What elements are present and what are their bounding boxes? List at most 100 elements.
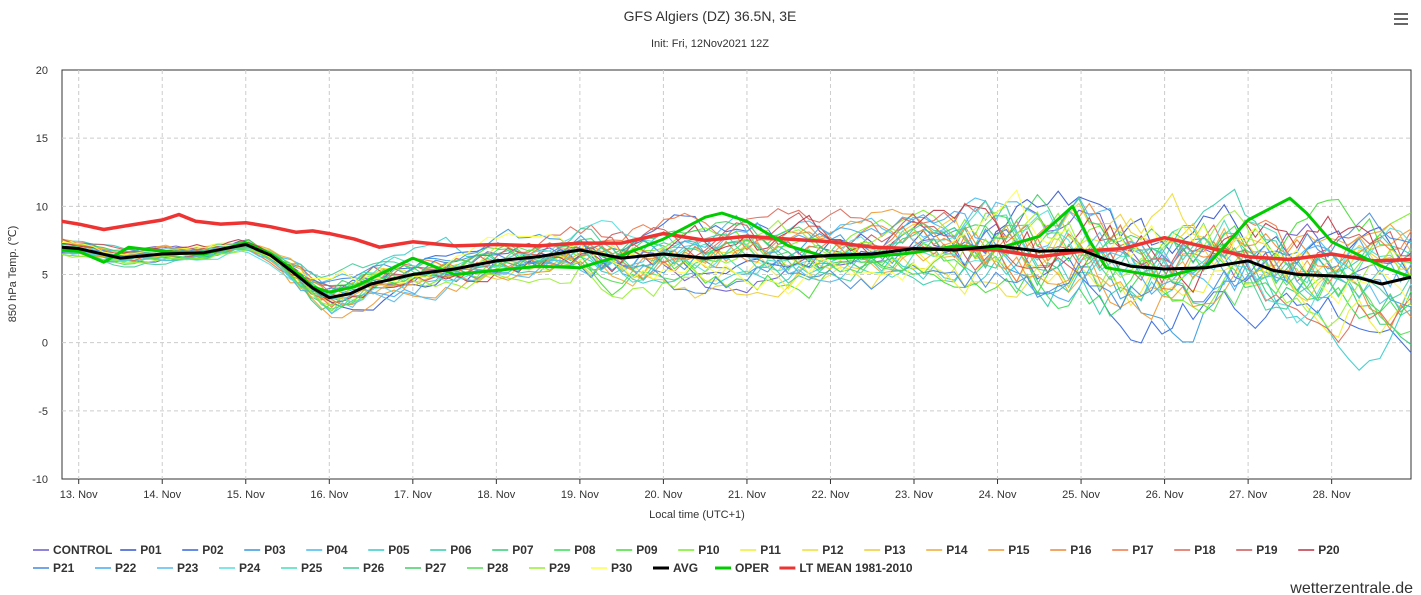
series-line-lt-mean-1981-2010 [61, 212, 1412, 263]
series-line-avg [61, 243, 1412, 300]
legend-item-p10[interactable]: P10 [678, 543, 720, 557]
legend-label: OPER [735, 561, 769, 575]
legend-label: P05 [388, 543, 410, 557]
legend-item-p04[interactable]: P04 [306, 543, 348, 557]
legend-label: P06 [450, 543, 472, 557]
y-axis-label: 850 hPa Temp. (℃) [7, 226, 19, 323]
legend-item-p02[interactable]: P02 [182, 543, 224, 557]
x-tick-label: 16. Nov [310, 489, 348, 501]
legend-label: P03 [264, 543, 286, 557]
x-tick-label: 24. Nov [979, 489, 1017, 501]
legend-item-avg[interactable]: AVG [653, 561, 698, 575]
legend-label: AVG [673, 561, 698, 575]
chart-title: GFS Algiers (DZ) 36.5N, 3E [624, 8, 797, 24]
legend-label: P16 [1070, 543, 1092, 557]
legend-label: CONTROL [53, 543, 112, 557]
legend-label: P23 [177, 561, 199, 575]
legend-item-p15[interactable]: P15 [988, 543, 1030, 557]
y-tick-label: 15 [36, 133, 48, 145]
legend-item-p14[interactable]: P14 [926, 543, 968, 557]
legend-label: P08 [574, 543, 596, 557]
chart-subtitle: Init: Fri, 12Nov2021 12Z [651, 38, 769, 50]
legend-label: P27 [425, 561, 447, 575]
legend-label: P17 [1132, 543, 1154, 557]
y-tick-label: -5 [38, 406, 48, 418]
legend-label: P28 [487, 561, 509, 575]
legend-label: P18 [1194, 543, 1216, 557]
legend-item-p16[interactable]: P16 [1050, 543, 1092, 557]
legend-item-p03[interactable]: P03 [244, 543, 286, 557]
legend-item-p09[interactable]: P09 [616, 543, 658, 557]
hamburger-menu-icon[interactable] [1394, 13, 1408, 25]
legend-item-p21[interactable]: P21 [33, 561, 75, 575]
legend-item-p28[interactable]: P28 [467, 561, 509, 575]
x-tick-label: 23. Nov [895, 489, 933, 501]
legend-label: P30 [611, 561, 633, 575]
x-tick-label: 18. Nov [477, 489, 515, 501]
series-line-p28 [61, 224, 1412, 336]
legend-item-p08[interactable]: P08 [554, 543, 596, 557]
legend-label: P09 [636, 543, 658, 557]
legend-item-control[interactable]: CONTROL [33, 543, 112, 557]
legend-item-oper[interactable]: OPER [715, 561, 769, 575]
x-tick-label: 17. Nov [394, 489, 432, 501]
legend-item-p26[interactable]: P26 [343, 561, 385, 575]
legend-item-p07[interactable]: P07 [492, 543, 534, 557]
legend-item-p13[interactable]: P13 [864, 543, 906, 557]
series-line-p26 [61, 222, 1412, 311]
x-tick-label: 14. Nov [143, 489, 181, 501]
legend-item-p29[interactable]: P29 [529, 561, 571, 575]
x-tick-label: 26. Nov [1146, 489, 1184, 501]
legend-label: P25 [301, 561, 323, 575]
legend-item-p22[interactable]: P22 [95, 561, 137, 575]
legend-label: P01 [140, 543, 162, 557]
x-tick-label: 21. Nov [728, 489, 766, 501]
legend-item-p06[interactable]: P06 [430, 543, 472, 557]
legend-item-p11[interactable]: P11 [740, 543, 781, 557]
legend-label: P14 [946, 543, 968, 557]
x-tick-label: 19. Nov [561, 489, 599, 501]
legend-item-p27[interactable]: P27 [405, 561, 447, 575]
legend-label: P10 [698, 543, 720, 557]
series [61, 188, 1412, 371]
y-tick-label: 0 [42, 338, 48, 350]
x-tick-label: 15. Nov [227, 489, 265, 501]
legend-label: P26 [363, 561, 385, 575]
x-tick-label: 13. Nov [60, 489, 98, 501]
legend-label: P21 [53, 561, 75, 575]
x-tick-label: 27. Nov [1229, 489, 1267, 501]
legend-item-p01[interactable]: P01 [120, 543, 162, 557]
legend-label: P04 [326, 543, 348, 557]
legend-label: P22 [115, 561, 137, 575]
series-line-p15 [61, 208, 1412, 321]
y-tick-label: 5 [42, 270, 48, 282]
legend-item-p30[interactable]: P30 [591, 561, 633, 575]
x-axis-ticks: 13. Nov 14. Nov 15. Nov 16. Nov 17. Nov 18. N… [60, 479, 1351, 501]
legend-item-p19[interactable]: P19 [1236, 543, 1278, 557]
legend-item-p17[interactable]: P17 [1112, 543, 1154, 557]
x-tick-label: 28. Nov [1313, 489, 1351, 501]
legend-item-p24[interactable]: P24 [219, 561, 261, 575]
legend-item-p18[interactable]: P18 [1174, 543, 1216, 557]
credit-text: wetterzentrale.de [1289, 580, 1413, 595]
legend-label: P11 [760, 543, 781, 557]
x-tick-label: 20. Nov [644, 489, 682, 501]
legend-item-lt-mean-1981-2010[interactable]: LT MEAN 1981-2010 [779, 561, 913, 575]
y-tick-label: 10 [36, 201, 48, 213]
legend: CONTROL P01 P02 P03 P04 P05 P06 P07 P08 P09 P10 P11… [33, 543, 1340, 575]
legend-label: P15 [1008, 543, 1030, 557]
legend-item-p12[interactable]: P12 [802, 543, 844, 557]
legend-label: P19 [1256, 543, 1278, 557]
legend-label: LT MEAN 1981-2010 [799, 561, 912, 575]
legend-item-p25[interactable]: P25 [281, 561, 323, 575]
legend-label: P13 [884, 543, 906, 557]
legend-label: P24 [239, 561, 261, 575]
legend-item-p20[interactable]: P20 [1298, 543, 1340, 557]
legend-item-p23[interactable]: P23 [157, 561, 199, 575]
legend-label: P02 [202, 543, 224, 557]
y-tick-label: -10 [32, 474, 48, 486]
legend-item-p05[interactable]: P05 [368, 543, 410, 557]
x-axis-label: Local time (UTC+1) [649, 509, 745, 521]
legend-label: P29 [549, 561, 571, 575]
